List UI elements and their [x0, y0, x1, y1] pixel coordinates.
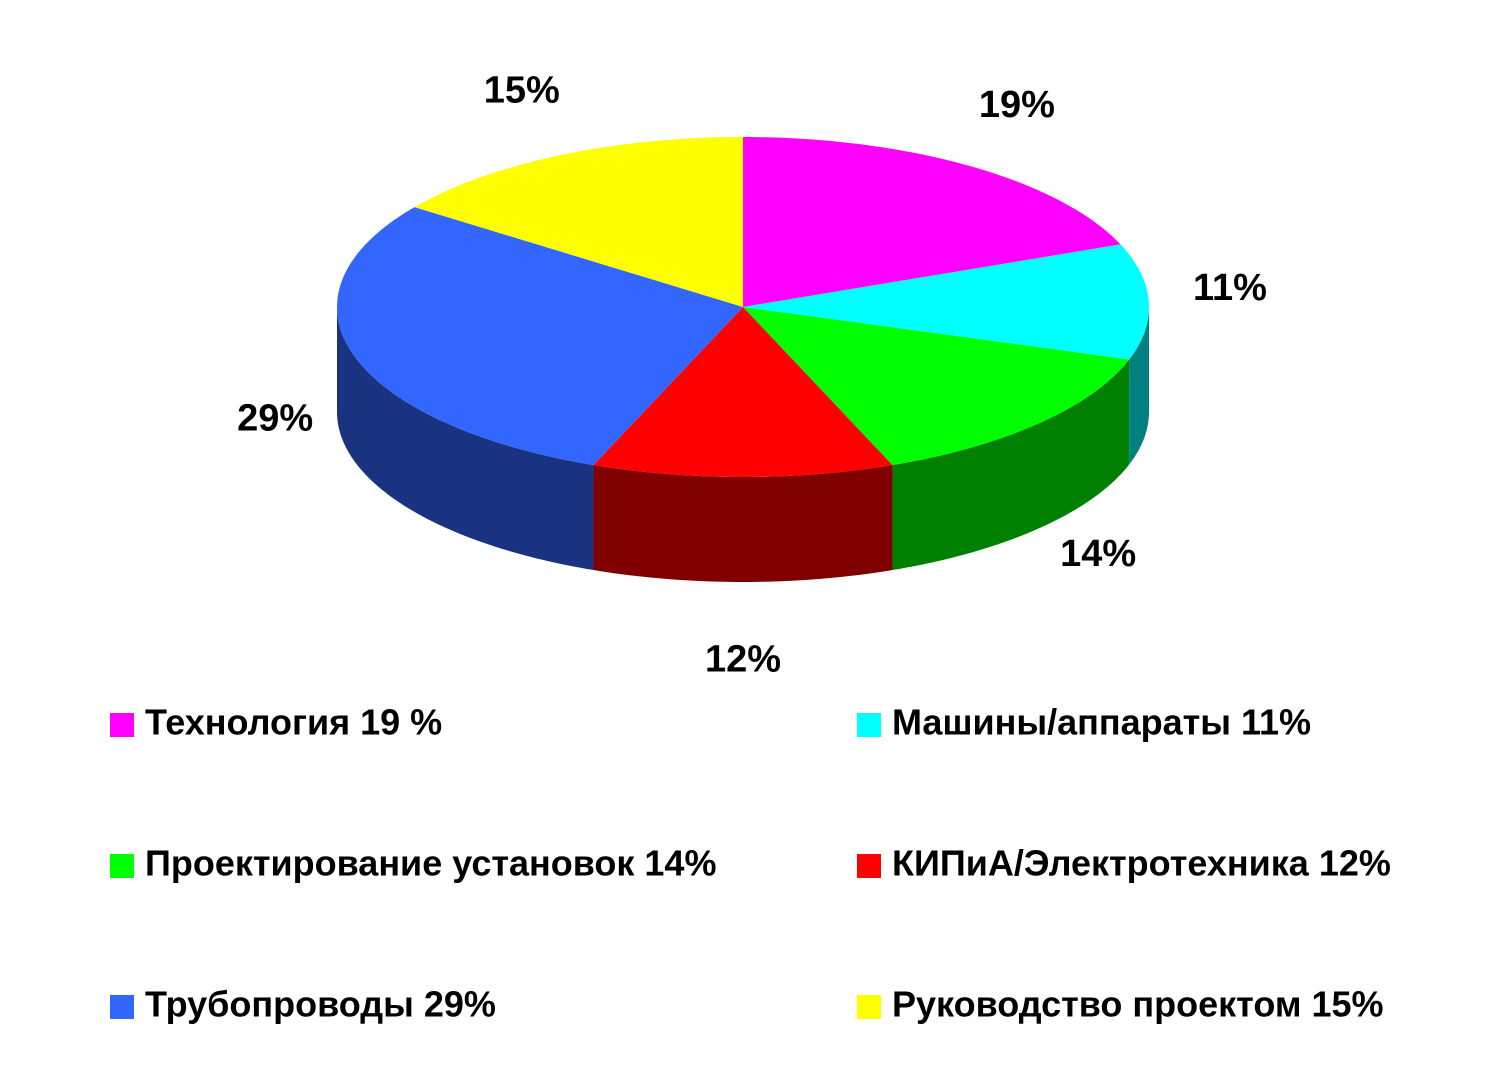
- slice: [593, 307, 893, 477]
- value-label: 19%: [979, 84, 1055, 126]
- legend-swatch: [110, 713, 134, 737]
- legend-swatch: [110, 854, 134, 878]
- slice-side: [892, 359, 1130, 571]
- legend-swatch: [110, 995, 134, 1019]
- value-label: 14%: [1060, 533, 1136, 575]
- legend-label: Машины/аппараты 11%: [892, 702, 1311, 743]
- value-label: 15%: [484, 70, 560, 112]
- legend-label: Руководство проектом 15%: [892, 984, 1384, 1025]
- legend-swatch: [857, 995, 881, 1019]
- slice-side: [593, 465, 893, 582]
- legend-swatch: [857, 713, 881, 737]
- value-label: 11%: [1193, 267, 1267, 309]
- legend-label: КИПиА/Электротехника 12%: [892, 843, 1391, 884]
- value-label: 29%: [237, 397, 313, 439]
- slice: [743, 307, 1130, 466]
- legend-swatch: [857, 854, 881, 878]
- slice-side: [337, 307, 594, 571]
- slice: [337, 207, 743, 466]
- slice: [743, 244, 1149, 360]
- value-label: 12%: [705, 639, 781, 681]
- slice-side: [1129, 307, 1149, 465]
- slice: [743, 137, 1121, 307]
- legend-label: Проектирование установок 14%: [145, 843, 716, 884]
- legend-label: Трубопроводы 29%: [145, 984, 496, 1025]
- slice: [414, 137, 743, 307]
- legend-label: Технология 19 %: [145, 702, 442, 743]
